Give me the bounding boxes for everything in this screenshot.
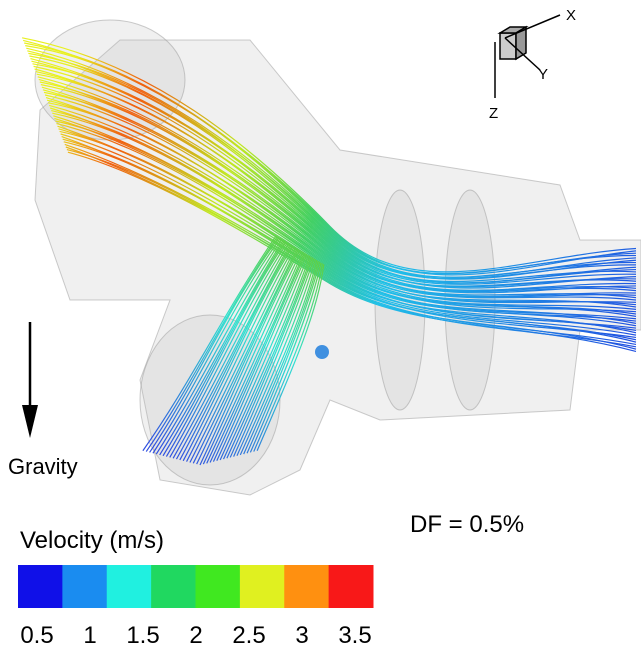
colorbar-band <box>18 565 63 608</box>
triad-x: X <box>566 7 576 24</box>
colorbar-band <box>107 565 152 608</box>
colorbar-band <box>284 565 329 608</box>
triad-y: Y <box>538 66 548 83</box>
axis-triad <box>495 15 560 98</box>
triad-z: Z <box>489 105 498 122</box>
colorbar-title: Velocity (m/s) <box>20 527 164 554</box>
colorbar-tick-label: 1 <box>83 622 96 649</box>
colorbar-band <box>240 565 285 608</box>
colorbar-tick-label: 0.5 <box>20 622 53 649</box>
annotation: DF = 0.5% <box>410 511 524 538</box>
colorbar-band <box>196 565 241 608</box>
colorbar-tick-label: 2.5 <box>232 622 265 649</box>
colorbar: 0.5 1 1.5 2 2.5 3 3.5 <box>18 565 374 649</box>
gravity-arrow <box>22 322 38 438</box>
colorbar-tick-label: 1.5 <box>126 622 159 649</box>
colorbar-band <box>62 565 107 608</box>
colorbar-band <box>151 565 196 608</box>
colorbar-tick-label: 3 <box>295 622 308 649</box>
colorbar-band <box>329 565 374 608</box>
colorbar-tick-label: 3.5 <box>338 622 371 649</box>
gravity-label: Gravity <box>8 454 78 479</box>
colorbar-tick-label: 2 <box>189 622 202 649</box>
figure: X Y Z Gravity DF = 0.5% Velocity (m/s) 0… <box>0 0 641 653</box>
bubble <box>315 345 329 359</box>
